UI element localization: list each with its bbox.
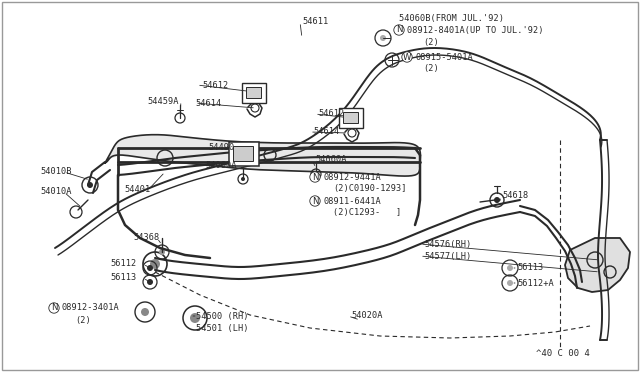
Text: 54500 (RH): 54500 (RH) [196,311,248,321]
Text: 54611: 54611 [302,17,328,26]
Circle shape [314,172,318,176]
Text: 54614: 54614 [313,128,339,137]
Text: 56112: 56112 [110,260,136,269]
Text: (2): (2) [75,315,91,324]
Text: N: N [51,304,57,312]
Text: 54060B(FROM JUL.'92): 54060B(FROM JUL.'92) [399,13,504,22]
Text: 54576(RH): 54576(RH) [424,240,471,248]
Text: W: W [403,52,412,61]
Text: ^40 C 00 4: ^40 C 00 4 [536,350,589,359]
Circle shape [241,177,245,181]
Circle shape [494,197,500,203]
Text: 08915-5401A: 08915-5401A [415,52,473,61]
FancyBboxPatch shape [229,142,259,166]
Circle shape [159,249,165,255]
Polygon shape [565,238,630,292]
Circle shape [141,308,149,316]
Text: N: N [396,26,403,35]
FancyBboxPatch shape [242,83,266,103]
Text: 56113: 56113 [517,263,543,273]
Text: 08912-9441A: 08912-9441A [323,173,381,182]
Circle shape [147,265,153,271]
Text: 08912-3401A: 08912-3401A [62,304,120,312]
Circle shape [507,265,513,271]
Text: 54612: 54612 [202,80,228,90]
Text: 56112+A: 56112+A [517,279,554,288]
Text: N: N [312,173,318,182]
Text: 54401: 54401 [124,186,150,195]
Text: 54020A: 54020A [351,311,383,321]
Text: 54612: 54612 [318,109,344,119]
Text: (2)C0190-1293]: (2)C0190-1293] [333,185,406,193]
Text: 08911-6441A: 08911-6441A [323,196,381,205]
Text: 54490: 54490 [208,144,234,153]
Circle shape [147,279,153,285]
Text: 54010A: 54010A [40,187,72,196]
Text: 54010B: 54010B [40,167,72,176]
Circle shape [87,182,93,188]
Text: (2): (2) [423,38,439,46]
Circle shape [150,259,160,269]
Polygon shape [105,135,420,175]
Circle shape [250,90,256,96]
Circle shape [190,313,200,323]
Bar [246,87,261,98]
Text: 54501 (LH): 54501 (LH) [196,324,248,333]
Circle shape [347,115,353,121]
Text: 54618: 54618 [502,192,528,201]
Text: (2): (2) [423,64,439,74]
Circle shape [239,149,247,157]
Bar [233,146,253,161]
Text: 54614: 54614 [195,99,221,108]
Text: 54368: 54368 [133,234,159,243]
Circle shape [380,35,386,41]
FancyBboxPatch shape [339,108,363,128]
Text: 56113: 56113 [110,273,136,282]
Text: 54060A: 54060A [315,155,346,164]
Text: (2)C1293-   ]: (2)C1293- ] [333,208,401,218]
Circle shape [507,280,513,286]
Bar [343,112,358,123]
Text: 08912-8401A(UP TO JUL.'92): 08912-8401A(UP TO JUL.'92) [407,26,543,35]
Text: 54577(LH): 54577(LH) [424,251,471,260]
Text: 54459A: 54459A [147,96,179,106]
Text: N: N [312,196,318,205]
Text: 54060A: 54060A [205,160,237,170]
